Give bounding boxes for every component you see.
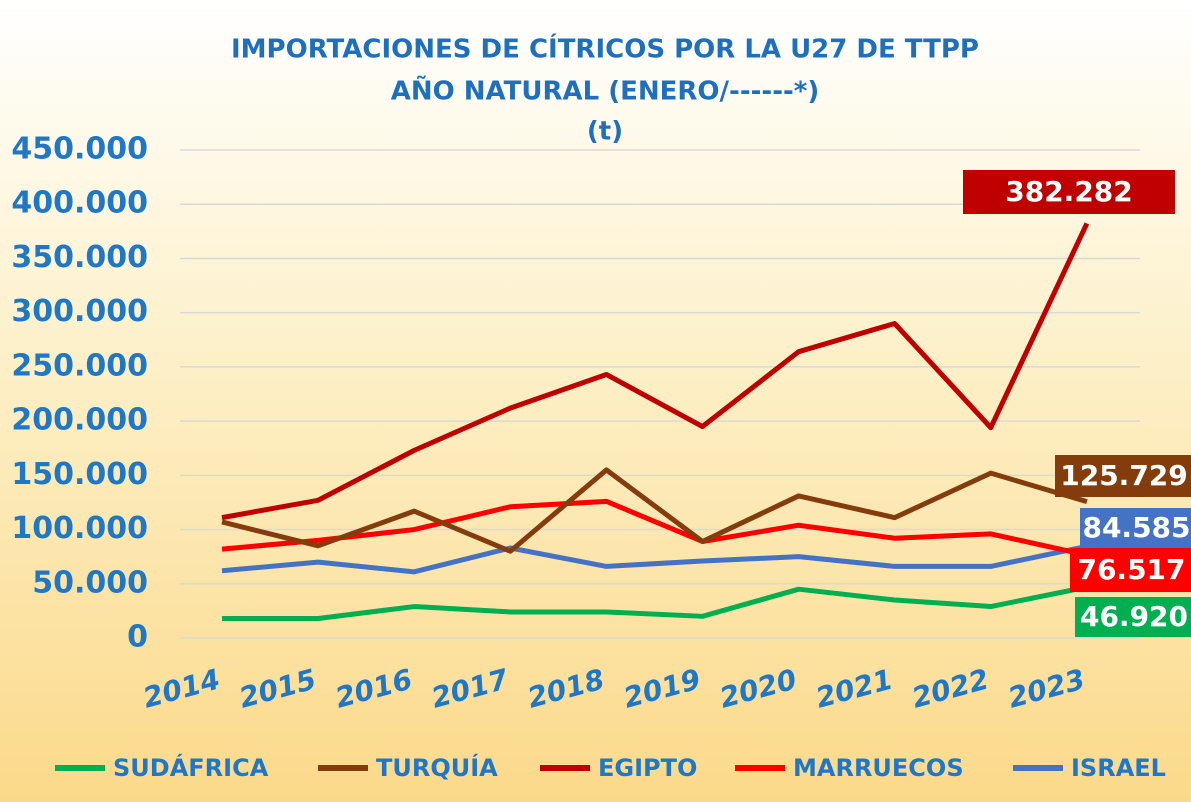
title-line: IMPORTACIONES DE CÍTRICOS POR LA U27 DE … xyxy=(231,33,979,65)
y-tick-label: 50.000 xyxy=(32,565,148,600)
data-label: 46.920 xyxy=(1080,600,1188,633)
y-tick-label: 0 xyxy=(127,620,148,655)
data-label: 125.729 xyxy=(1060,459,1188,492)
title-line: (t) xyxy=(587,117,623,147)
data-label-box xyxy=(1070,548,1191,592)
data-label: 84.585 xyxy=(1082,511,1190,544)
series-line xyxy=(221,467,1088,554)
y-tick-label: 100.000 xyxy=(11,511,148,546)
y-tick-label: 250.000 xyxy=(11,348,148,383)
title-line: AÑO NATURAL (ENERO/------*) xyxy=(391,75,820,107)
y-tick-label: 350.000 xyxy=(11,240,148,275)
y-tick-label: 450.000 xyxy=(11,132,148,167)
legend-label: ISRAEL xyxy=(1071,754,1166,782)
data-label-box xyxy=(1080,508,1191,548)
data-label-box xyxy=(1055,455,1191,497)
data-label: 76.517 xyxy=(1077,553,1185,586)
y-tick-label: 200.000 xyxy=(11,403,148,438)
data-label: 382.282 xyxy=(1005,175,1133,208)
title: IMPORTACIONES DE CÍTRICOS POR LA U27 DE … xyxy=(231,33,979,147)
series-line xyxy=(221,543,1088,575)
data-label-box xyxy=(963,170,1175,214)
legend-label: SUDÁFRICA xyxy=(113,753,269,782)
legend-label: EGIPTO xyxy=(598,754,697,782)
y-tick-label: 400.000 xyxy=(11,186,148,221)
series-line xyxy=(222,584,1088,621)
y-tick-label: 150.000 xyxy=(11,457,148,492)
series-line xyxy=(221,498,1088,558)
legend-label: MARRUECOS xyxy=(793,754,964,782)
legend-label: TURQUÍA xyxy=(376,753,498,782)
data-label-box xyxy=(1075,597,1191,637)
series-line xyxy=(221,222,1090,521)
y-tick-label: 300.000 xyxy=(11,294,148,329)
